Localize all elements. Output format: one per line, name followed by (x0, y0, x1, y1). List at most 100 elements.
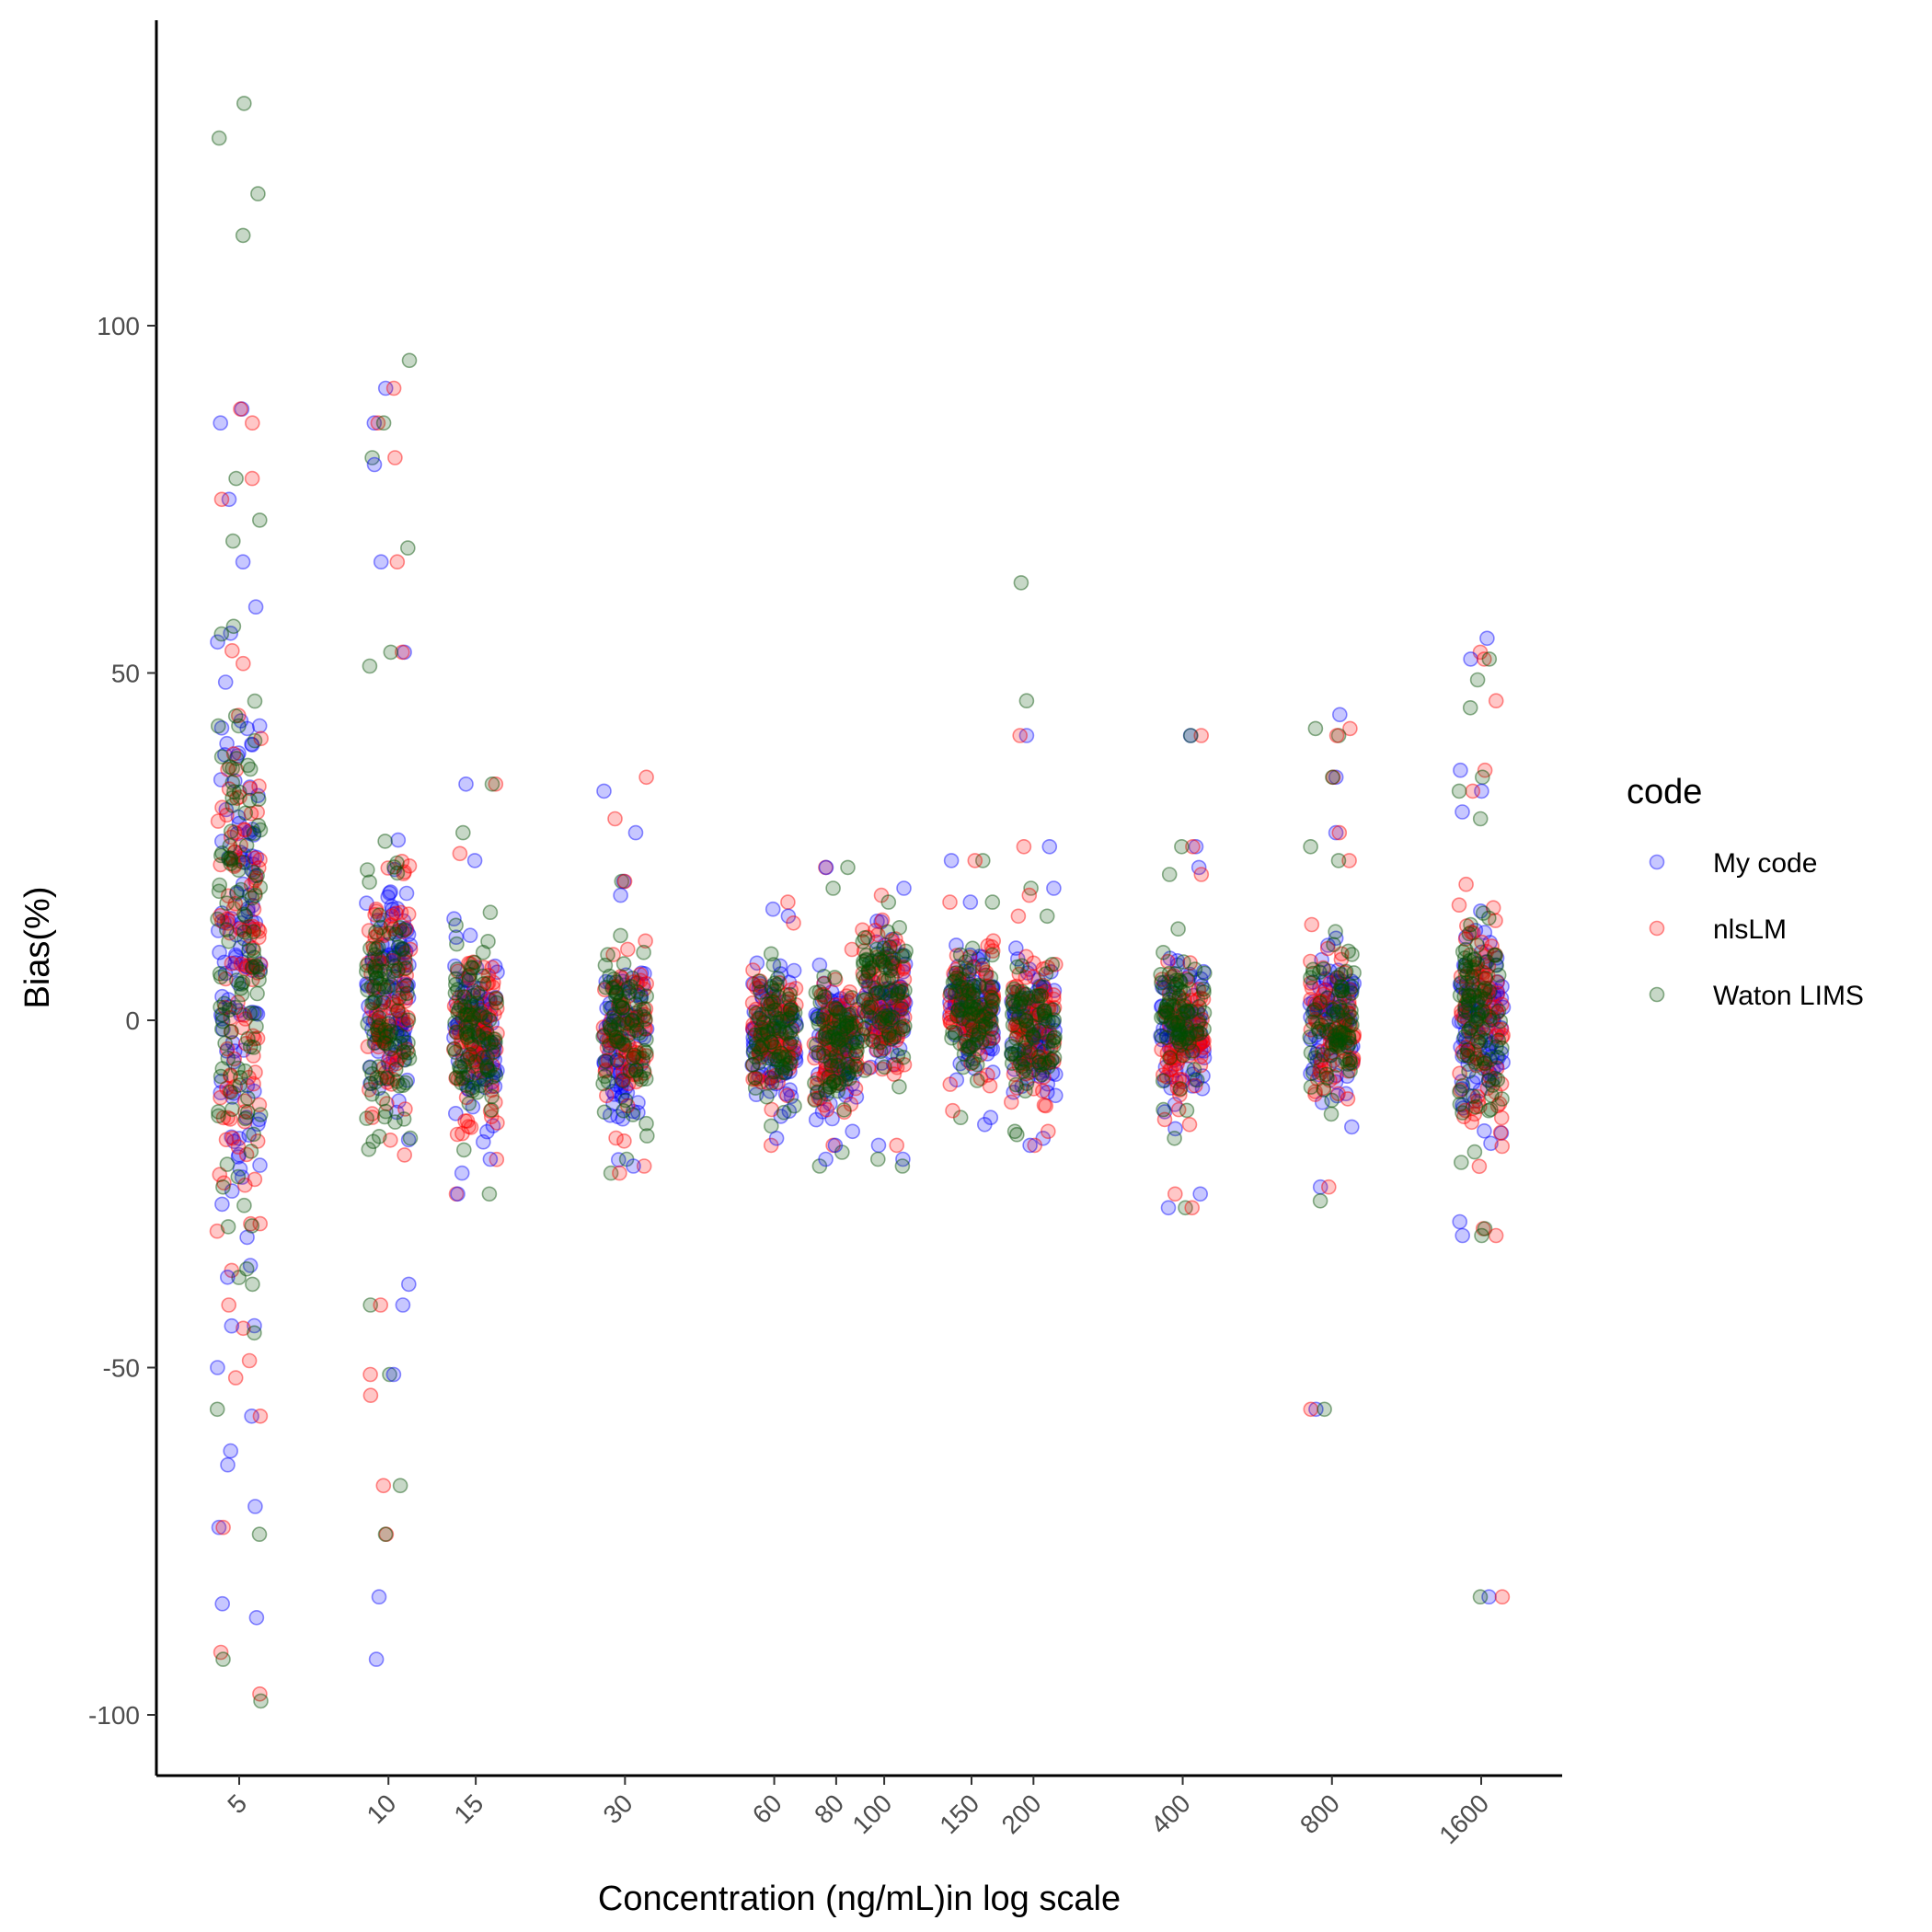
point-waton-lims-5 (223, 823, 239, 840)
point-waton-lims-1600 (1454, 1155, 1469, 1170)
point-my-code-15 (464, 1074, 479, 1090)
point-waton-lims-400 (1187, 961, 1203, 977)
point-nlslm-10 (385, 996, 401, 1012)
point-my-code-5 (250, 1116, 266, 1133)
point-nlslm-10 (375, 927, 392, 944)
point-waton-lims-10 (376, 1035, 393, 1051)
point-nlslm-5 (252, 852, 268, 868)
point-waton-lims-1600 (1481, 651, 1498, 667)
point-my-code-15 (487, 1078, 503, 1094)
point-waton-lims-10 (371, 1059, 387, 1075)
point-my-code-5 (223, 911, 239, 926)
point-my-code-10 (388, 1104, 405, 1121)
point-waton-lims-5 (246, 1126, 262, 1143)
point-my-code-30 (626, 1158, 641, 1174)
point-waton-lims-5 (238, 837, 255, 854)
point-waton-lims-5 (251, 972, 267, 988)
point-waton-lims-5 (243, 1144, 259, 1159)
point-nlslm-5 (236, 1320, 251, 1337)
point-nlslm-10 (367, 906, 383, 923)
point-nlslm-10 (395, 981, 411, 996)
point-my-code-10 (397, 1021, 413, 1037)
point-nlslm-5 (223, 1009, 239, 1026)
point-nlslm-5 (225, 901, 242, 916)
point-my-code-5 (251, 718, 268, 734)
point-my-code-5 (214, 1595, 230, 1612)
point-nlslm-5 (230, 995, 246, 1010)
point-waton-lims-10 (397, 1052, 413, 1068)
point-nlslm-5 (219, 1080, 235, 1097)
point-nlslm-10 (378, 1526, 395, 1542)
point-waton-lims-100 (869, 1151, 886, 1167)
point-nlslm-30 (612, 1165, 627, 1181)
point-waton-lims-30 (602, 1019, 618, 1036)
point-my-code-15 (471, 1039, 487, 1055)
point-nlslm-10 (397, 960, 413, 977)
point-nlslm-5 (251, 778, 267, 794)
point-waton-lims-10 (383, 644, 399, 661)
point-my-code-150 (977, 1117, 993, 1133)
legend-label-nlslm: nlsLM (1713, 914, 1787, 945)
point-waton-lims-5 (240, 1030, 256, 1047)
point-waton-lims-15 (483, 1102, 500, 1118)
point-waton-lims-5 (233, 1070, 248, 1086)
point-waton-lims-80 (817, 989, 833, 1005)
point-waton-lims-400 (1174, 838, 1190, 855)
point-nlslm-10 (384, 1076, 399, 1092)
point-waton-lims-100 (855, 934, 871, 949)
point-waton-lims-5 (224, 1024, 239, 1040)
point-waton-lims-200 (1018, 1075, 1035, 1092)
point-waton-lims-1600 (1478, 971, 1494, 986)
point-nlslm-5 (213, 1089, 228, 1106)
point-nlslm-10 (388, 905, 405, 922)
point-my-code-10 (376, 990, 392, 1006)
point-waton-lims-30 (615, 956, 632, 972)
point-waton-lims-5 (225, 533, 241, 549)
point-nlslm-10 (369, 1022, 385, 1038)
point-nlslm-5 (250, 921, 266, 937)
point-nlslm-5 (227, 1078, 244, 1095)
point-my-code-5 (239, 720, 256, 737)
point-my-code-15 (468, 960, 485, 975)
point-waton-lims-200 (1008, 1030, 1024, 1047)
point-my-code-15 (460, 1049, 476, 1065)
point-my-code-15 (477, 1001, 493, 1018)
point-nlslm-30 (607, 811, 623, 827)
point-waton-lims-10 (392, 1478, 408, 1494)
point-nlslm-5 (247, 870, 264, 886)
point-nlslm-5 (219, 911, 236, 927)
point-waton-lims-200 (1046, 1050, 1063, 1065)
point-waton-lims-800 (1305, 1004, 1321, 1020)
point-my-code-5 (248, 1610, 265, 1626)
point-waton-lims-400 (1195, 981, 1212, 997)
point-my-code-5 (213, 1085, 229, 1100)
point-my-code-10 (383, 884, 398, 900)
point-my-code-10 (374, 937, 390, 953)
point-my-code-5 (214, 988, 230, 1005)
point-nlslm-10 (397, 954, 413, 971)
point-waton-lims-5 (250, 817, 267, 834)
point-my-code-10 (381, 979, 397, 995)
point-nlslm-200 (1038, 1098, 1053, 1114)
point-waton-lims-100 (894, 1158, 911, 1174)
point-nlslm-10 (374, 1031, 390, 1047)
point-waton-lims-1600 (1490, 1032, 1507, 1049)
point-waton-lims-5 (252, 1107, 269, 1122)
point-nlslm-5 (247, 885, 263, 902)
point-nlslm-5 (249, 1030, 266, 1046)
point-nlslm-15 (454, 1125, 470, 1142)
point-my-code-5 (234, 851, 250, 868)
point-nlslm-5 (221, 781, 237, 797)
point-nlslm-5 (219, 807, 235, 823)
point-waton-lims-15 (456, 999, 473, 1015)
point-nlslm-10 (365, 937, 381, 953)
point-nlslm-5 (237, 1035, 254, 1052)
point-nlslm-5 (247, 1171, 263, 1188)
point-waton-lims-10 (377, 1022, 394, 1038)
point-my-code-5 (242, 825, 259, 842)
point-waton-lims-1600 (1472, 1589, 1489, 1604)
point-nlslm-5 (217, 999, 233, 1016)
point-waton-lims-10 (370, 1019, 385, 1036)
point-waton-lims-800 (1312, 1193, 1328, 1209)
